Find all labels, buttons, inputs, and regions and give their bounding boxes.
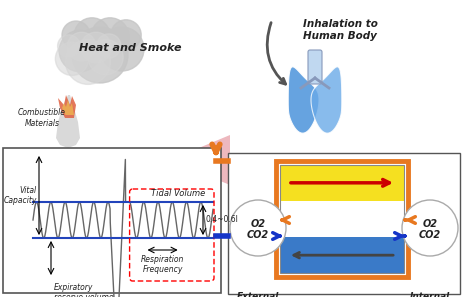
Text: Combustible
Materials: Combustible Materials	[18, 108, 66, 128]
Polygon shape	[62, 100, 74, 115]
Circle shape	[66, 40, 110, 84]
Text: O2: O2	[423, 219, 438, 229]
Polygon shape	[58, 95, 76, 118]
Text: O2: O2	[250, 219, 265, 229]
Text: Heat and Smoke: Heat and Smoke	[79, 43, 181, 53]
Circle shape	[100, 27, 144, 71]
Circle shape	[402, 200, 458, 256]
Text: 0.4~0.6l: 0.4~0.6l	[205, 216, 238, 225]
Circle shape	[97, 34, 121, 58]
Text: Vital
Capacity: Vital Capacity	[4, 186, 37, 205]
Bar	[280, 165, 404, 201]
Text: External
Respiration: External Respiration	[229, 292, 287, 297]
Circle shape	[57, 35, 80, 57]
Bar	[280, 201, 404, 237]
Circle shape	[88, 40, 123, 75]
Circle shape	[59, 30, 101, 72]
Bar	[3, 148, 221, 293]
Polygon shape	[311, 67, 342, 133]
Circle shape	[111, 20, 141, 50]
Bar	[276, 161, 408, 277]
Circle shape	[56, 42, 88, 75]
Text: Respiration
Frequency: Respiration Frequency	[141, 255, 184, 274]
Polygon shape	[56, 95, 80, 148]
Bar	[280, 165, 404, 273]
Text: Internal
Respiration: Internal Respiration	[401, 292, 459, 297]
Circle shape	[67, 32, 96, 61]
Polygon shape	[288, 67, 319, 133]
Text: Tidal Volume: Tidal Volume	[151, 189, 205, 198]
Circle shape	[74, 18, 110, 54]
Circle shape	[91, 18, 129, 56]
Text: Expiratory
reserve volume: Expiratory reserve volume	[54, 283, 113, 297]
Polygon shape	[170, 135, 230, 185]
Circle shape	[230, 200, 286, 256]
Bar	[228, 153, 460, 294]
Circle shape	[81, 32, 112, 63]
Text: Inhalation to
Human Body: Inhalation to Human Body	[302, 19, 377, 41]
Bar	[280, 237, 404, 273]
FancyBboxPatch shape	[308, 50, 322, 84]
Circle shape	[72, 27, 128, 83]
Text: CO2: CO2	[247, 230, 269, 240]
Text: CO2: CO2	[419, 230, 441, 240]
Circle shape	[62, 21, 90, 49]
